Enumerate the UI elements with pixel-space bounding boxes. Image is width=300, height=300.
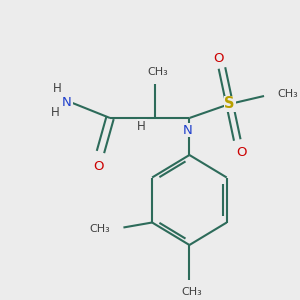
Text: H: H [53, 82, 62, 94]
Text: H: H [137, 119, 146, 133]
Text: O: O [213, 52, 224, 64]
Text: S: S [224, 97, 235, 112]
Text: O: O [236, 146, 246, 158]
Text: CH₃: CH₃ [148, 67, 168, 77]
Text: CH₃: CH₃ [181, 287, 202, 297]
Text: H: H [51, 106, 60, 118]
Text: O: O [93, 160, 104, 172]
Text: N: N [183, 124, 192, 136]
Text: CH₃: CH₃ [278, 89, 298, 99]
Text: CH₃: CH₃ [89, 224, 110, 235]
Text: N: N [62, 95, 72, 109]
